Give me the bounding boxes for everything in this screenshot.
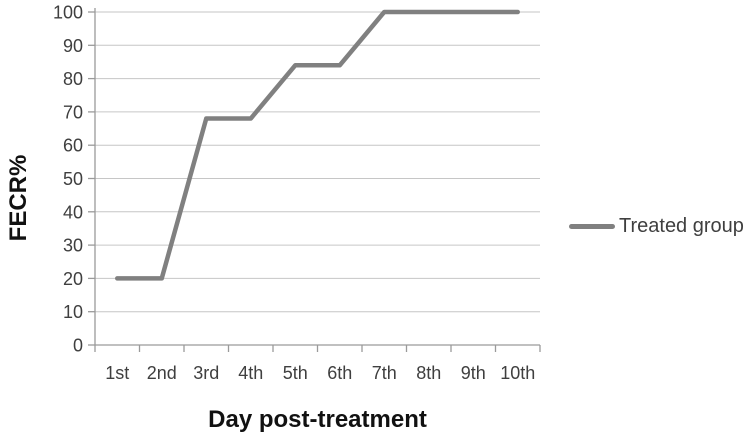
x-tick-label: 9th <box>461 363 486 383</box>
legend-line-swatch <box>569 224 615 229</box>
legend-label: Treated group <box>619 215 744 237</box>
x-tick-label: 7th <box>372 363 397 383</box>
y-tick-label: 0 <box>73 336 83 356</box>
y-tick-label: 50 <box>63 169 83 189</box>
x-tick-label: 6th <box>327 363 352 383</box>
y-axis-title: FECR% <box>5 154 32 242</box>
x-tick-label: 1st <box>105 363 129 383</box>
x-axis-title: Day post-treatment <box>208 406 427 433</box>
y-tick-label: 100 <box>53 3 83 23</box>
x-tick-label: 8th <box>416 363 441 383</box>
y-tick-label: 30 <box>63 236 83 256</box>
x-axis-tick-labels: 1st 2nd 3rd 4th 5th 6th 7th 8th 9th 10th <box>105 363 535 383</box>
series-line-treated-group <box>115 9 520 281</box>
y-axis-tick-labels: 0 10 20 30 40 50 60 70 80 90 100 <box>53 3 83 356</box>
y-tick-label: 20 <box>63 269 83 289</box>
x-tick-label: 5th <box>283 363 308 383</box>
x-tick-label: 10th <box>500 363 535 383</box>
legend: Treated group <box>569 215 744 238</box>
x-tick-label: 3rd <box>193 363 219 383</box>
series-lines <box>115 9 520 281</box>
gridlines <box>95 11 540 313</box>
y-tick-label: 60 <box>63 136 83 156</box>
x-tick-label: 4th <box>238 363 263 383</box>
x-tick-label: 2nd <box>147 363 177 383</box>
y-tick-label: 80 <box>63 69 83 89</box>
y-tick-label: 70 <box>63 102 83 122</box>
axes <box>88 8 541 352</box>
y-tick-label: 40 <box>63 202 83 222</box>
y-tick-label: 90 <box>63 36 83 56</box>
y-tick-label: 10 <box>63 302 83 322</box>
